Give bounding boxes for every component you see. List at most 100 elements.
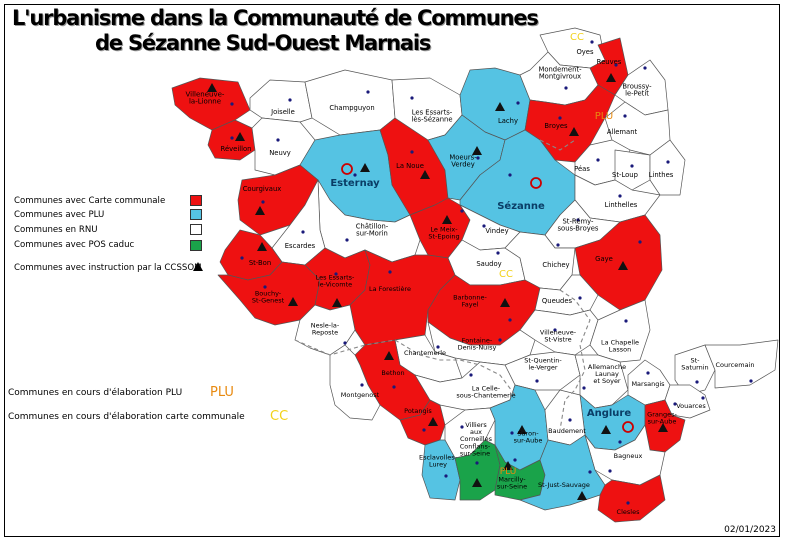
commune-label-st-quentin--le-verger: St-Quentin-le-Verger bbox=[524, 357, 562, 372]
legend-rnu-label: Communes en RNU bbox=[14, 225, 98, 235]
map-title-line2: de Sézanne Sud-Ouest Marnais bbox=[95, 31, 431, 55]
commune-label-courgivaux: Courgivaux bbox=[243, 185, 282, 193]
commune-label-la-forestière: La Forestière bbox=[369, 285, 411, 293]
commune-dot bbox=[392, 385, 396, 389]
commune-dot bbox=[623, 114, 627, 118]
commune-label-marsangis: Marsangis bbox=[631, 380, 665, 388]
commune-linthes bbox=[649, 139, 686, 196]
commune-dot bbox=[508, 173, 512, 177]
commune-label-chichey: Chichey bbox=[542, 261, 569, 269]
commune-label-villeneuve--la-lionne: Villeneuve-la-Lionne bbox=[186, 90, 225, 105]
commune-dot bbox=[345, 238, 349, 242]
commune-dot bbox=[276, 138, 280, 142]
commune-label-bouchy--st-genest: Bouchy-St-Genest bbox=[252, 290, 285, 305]
instruction-triangle-icon bbox=[428, 417, 438, 426]
chef-lieu-ring-icon bbox=[341, 163, 353, 175]
commune-la-chapelle-lasson bbox=[589, 299, 651, 363]
commune-dot bbox=[646, 371, 650, 375]
commune-la-forestière bbox=[349, 249, 456, 346]
instruction-triangle-icon bbox=[472, 478, 482, 487]
commune-dot bbox=[568, 418, 572, 422]
commune-label-st-just-sauvage: St-Just-Sauvage bbox=[538, 481, 590, 489]
commune-label-st-bon: St-Bon bbox=[249, 259, 271, 267]
commune-nesle-la--reposte bbox=[294, 304, 356, 356]
commune-dot bbox=[230, 102, 234, 106]
commune-dot bbox=[564, 86, 568, 90]
instruction-triangle-icon bbox=[332, 298, 342, 307]
commune-label-anglure: Anglure bbox=[587, 408, 631, 419]
commune-label-marcilly--sur-seine: Marcilly-sur-Seine bbox=[497, 476, 527, 491]
commune-dot bbox=[469, 373, 473, 377]
commune-label-joiselle: Joiselle bbox=[270, 108, 295, 116]
commune-dot bbox=[510, 431, 514, 435]
commune-dot bbox=[263, 285, 267, 289]
legend-elab-plu-label: Communes en cours d'élaboration PLU bbox=[8, 388, 183, 398]
commune-dot bbox=[360, 383, 364, 387]
commune-dot bbox=[301, 230, 305, 234]
commune-label-st--saturnin: St-Saturnin bbox=[681, 357, 708, 372]
instruction-triangle-icon bbox=[255, 206, 265, 215]
commune-dot bbox=[444, 474, 448, 478]
commune-champguyon bbox=[304, 69, 396, 136]
commune-label-lachy: Lachy bbox=[498, 117, 518, 125]
instruction-triangle-icon bbox=[257, 242, 267, 251]
commune-label-neuvy: Neuvy bbox=[269, 149, 291, 157]
commune-dot bbox=[578, 296, 582, 300]
instruction-triangle-icon bbox=[601, 425, 611, 434]
commune-label-bethon: Bethon bbox=[381, 369, 404, 377]
commune-dot bbox=[513, 458, 517, 462]
commune-dot bbox=[422, 428, 426, 432]
instruction-triangle-icon bbox=[503, 461, 513, 470]
commune-label-oyes: Oyes bbox=[576, 48, 594, 56]
instruction-triangle-icon bbox=[235, 132, 245, 141]
commune-label-fontaine--denis-nuisy: Fontaine-Denis-Nuisy bbox=[458, 337, 497, 352]
commune-dot bbox=[516, 101, 520, 105]
commune-dot bbox=[230, 136, 234, 140]
commune-label-saudoy: Saudoy bbox=[476, 260, 501, 268]
commune-label-la-noue: La Noue bbox=[396, 162, 424, 170]
commune-dot bbox=[460, 209, 464, 213]
commune-label-clesles: Clesles bbox=[617, 508, 641, 516]
commune-label-la-chapelle-lasson: La Chapelle Lasson bbox=[601, 339, 639, 354]
instruction-triangle-icon bbox=[569, 127, 579, 136]
commune-dot bbox=[410, 150, 414, 154]
commune-label-les-essarts--lès-sézanne: Les Essarts-lès-Sézanne bbox=[411, 108, 452, 123]
commune-label-esternay: Esternay bbox=[330, 178, 380, 189]
commune-clesles bbox=[597, 474, 666, 523]
commune-label-villiers-aux-corneilles: Villiers aux Corneilles bbox=[460, 421, 493, 443]
commune-dot bbox=[624, 319, 628, 323]
commune-label-potangis: Potangis bbox=[404, 407, 432, 415]
instruction-triangle-icon bbox=[420, 170, 430, 179]
commune-dot bbox=[556, 243, 560, 247]
commune-label-courcemain: Courcemain bbox=[716, 361, 755, 369]
map-title-line1: L'urbanisme dans la Communauté de Commun… bbox=[12, 6, 539, 30]
instruction-triangle-icon bbox=[618, 261, 628, 270]
commune-dot bbox=[626, 501, 630, 505]
commune-dot bbox=[508, 318, 512, 322]
commune-dot bbox=[608, 469, 612, 473]
commune-label-baudement: Baudement bbox=[548, 427, 586, 435]
commune-label-vindey: Vindey bbox=[485, 227, 508, 235]
commune-dot bbox=[695, 380, 699, 384]
commune-label-moeurs--verdey: Moeurs-Verdey bbox=[449, 153, 477, 168]
commune-label-vouarces: Vouarces bbox=[676, 402, 706, 410]
commune-label-montgenost: Montgenost bbox=[341, 391, 380, 399]
commune-réveillon bbox=[207, 119, 256, 161]
legend-plu-swatch bbox=[190, 209, 202, 220]
commune-dot bbox=[476, 156, 480, 160]
commune-label-allemanche-launay-et-soyer: Allemanche Launay et Soyer bbox=[588, 363, 626, 385]
instruction-triangle-icon bbox=[207, 83, 217, 92]
commune-dot bbox=[614, 63, 618, 67]
instruction-triangle-icon bbox=[517, 425, 527, 434]
commune-dot bbox=[496, 251, 500, 255]
commune-label-st-loup: St-Loup bbox=[612, 171, 638, 179]
commune-dot bbox=[749, 379, 753, 383]
commune-dot bbox=[498, 338, 502, 342]
commune-dot bbox=[590, 40, 594, 44]
commune-dot bbox=[666, 160, 670, 164]
legend-instruction-triangle-icon bbox=[193, 262, 203, 271]
commune-dot bbox=[475, 461, 479, 465]
commune-dot bbox=[334, 272, 338, 276]
